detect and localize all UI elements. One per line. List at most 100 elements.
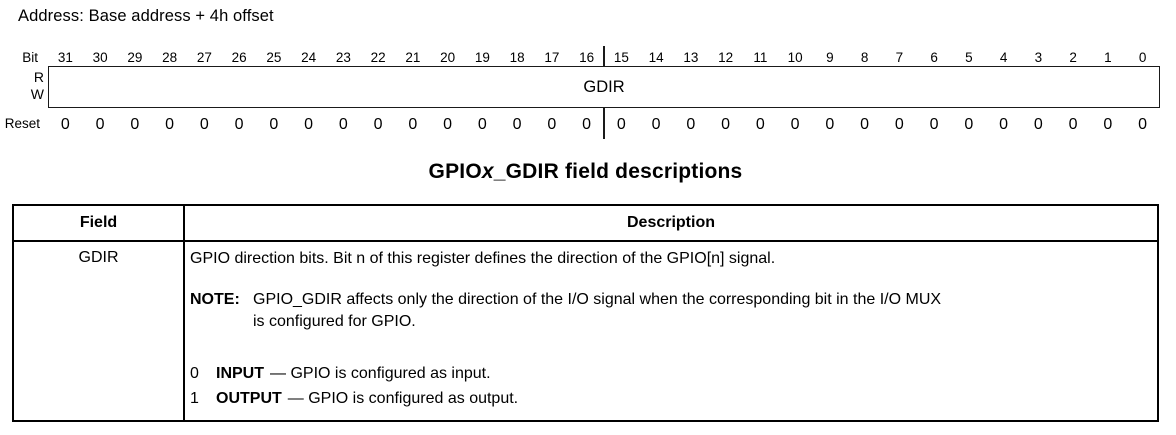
bit-number: 10 <box>787 50 803 65</box>
bit-number-row: 31 30 29 28 27 26 25 24 23 22 21 20 19 18 17 16 15 14 13 12… <box>48 50 1160 65</box>
value-text: — GPIO is configured as input. <box>270 365 491 382</box>
bit-number: 7 <box>895 50 904 65</box>
reset-value: 0 <box>616 116 626 133</box>
halfword-divider-bottom <box>603 107 605 139</box>
reset-value: 0 <box>338 116 348 133</box>
note-body: GPIO_GDIR affects only the direction of … <box>253 289 1151 333</box>
reset-value: 0 <box>860 116 870 133</box>
bit-number: 28 <box>162 50 178 65</box>
bit-number: 1 <box>1104 50 1112 65</box>
register-name: GDIR <box>583 77 625 96</box>
reset-value: 0 <box>130 116 140 133</box>
bit-number: 29 <box>127 50 143 65</box>
value-text: — GPIO is configured as output. <box>287 390 519 407</box>
bit-number: 5 <box>965 50 973 65</box>
reset-value: 0 <box>95 116 105 133</box>
value-number: 0 <box>190 365 199 382</box>
value-name: OUTPUT <box>216 390 282 407</box>
bit-number: 24 <box>301 50 317 65</box>
bit-number: 11 <box>753 50 768 65</box>
note-text-line1: GPIO_GDIR affects only the direction of … <box>253 291 942 308</box>
reset-value: 0 <box>790 116 800 133</box>
bit-number: 12 <box>718 50 734 65</box>
value-row-output: 1 OUTPUT — GPIO is configured as output. <box>190 386 1151 411</box>
field-cell: GDIR <box>14 242 185 420</box>
write-label: W <box>30 86 44 102</box>
note-text-line2: is configured for GPIO. <box>253 313 416 330</box>
description-column-header: Description <box>626 214 715 231</box>
bit-number: 21 <box>405 50 421 65</box>
bit-number: 19 <box>474 50 490 65</box>
reset-value: 0 <box>199 116 209 133</box>
table-title-pre: GPIO <box>428 160 482 183</box>
field-column-header: Field <box>14 206 185 240</box>
table-title: GPIOx_GDIR field descriptions <box>12 160 1159 184</box>
reset-value: 0 <box>721 116 731 133</box>
reset-value: 0 <box>165 116 175 133</box>
table-header-row: Field Description <box>14 206 1157 242</box>
table-title-post: _GDIR field descriptions <box>493 160 743 183</box>
description-intro: GPIO direction bits. Bit n of this regis… <box>190 250 776 267</box>
description-cell: GPIO direction bits. Bit n of this regis… <box>185 242 1157 420</box>
bit-number: 17 <box>544 50 560 65</box>
reset-value: 0 <box>999 116 1009 133</box>
bit-number: 9 <box>826 50 834 65</box>
reset-value: 0 <box>269 116 279 133</box>
reset-value: 0 <box>755 116 765 133</box>
reset-value: 0 <box>1033 116 1043 133</box>
reset-value: 0 <box>1068 116 1078 133</box>
bit-number: 14 <box>648 50 664 65</box>
reset-value: 0 <box>964 116 974 133</box>
reset-value: 0 <box>825 116 835 133</box>
bit-number: 26 <box>231 50 247 65</box>
value-name: INPUT <box>216 365 264 382</box>
reset-value: 0 <box>443 116 453 133</box>
bit-number: 27 <box>196 50 212 65</box>
bit-number: 4 <box>999 50 1008 65</box>
read-label: R <box>33 69 44 85</box>
note-label: NOTE: <box>190 291 240 308</box>
reset-value: 0 <box>234 116 244 133</box>
value-number: 1 <box>190 390 199 407</box>
reset-value: 0 <box>477 116 487 133</box>
bit-number: 3 <box>1034 50 1043 65</box>
reset-value: 0 <box>582 116 592 133</box>
reset-value: 0 <box>1103 116 1113 133</box>
reset-value: 0 <box>1138 116 1148 133</box>
field-descriptions-table: Field Description GDIR GPIO direction bi… <box>12 204 1159 422</box>
bit-number: 2 <box>1069 50 1077 65</box>
bit-number: 31 <box>57 50 73 65</box>
bit-number: 6 <box>930 50 938 65</box>
reset-value: 0 <box>373 116 383 133</box>
bit-number: 23 <box>335 50 351 65</box>
reset-value: 0 <box>512 116 522 133</box>
reset-value: 0 <box>894 116 904 133</box>
bit-number: 13 <box>683 50 699 65</box>
reset-value: 0 <box>651 116 661 133</box>
bit-number: 15 <box>613 50 629 65</box>
value-row-input: 0 INPUT — GPIO is configured as input. <box>190 361 1151 386</box>
reset-value: 0 <box>408 116 418 133</box>
bit-number: 16 <box>579 50 595 65</box>
register-box: GDIR <box>48 66 1160 108</box>
bit-number: 22 <box>370 50 386 65</box>
table-row: GDIR GPIO direction bits. Bit n of this … <box>14 242 1157 420</box>
bit-number: 20 <box>440 50 456 65</box>
reset-value: 0 <box>686 116 696 133</box>
bit-row-label: Bit <box>22 50 38 65</box>
bit-number: 25 <box>266 50 282 65</box>
reset-value-row: 0 0 0 0 0 0 0 0 0 0 0 0 0 0 0 0 0 0 0 0 0 0 0 0 0 0 0 0 0 0 0 0 <box>48 115 1160 135</box>
note-block: NOTE: GPIO_GDIR affects only the directi… <box>190 289 1151 333</box>
halfword-divider-top <box>603 46 605 66</box>
bit-number: 30 <box>92 50 108 65</box>
value-list: 0 INPUT — GPIO is configured as input. 1… <box>190 361 1151 411</box>
reset-value: 0 <box>304 116 314 133</box>
bit-number: 18 <box>509 50 525 65</box>
table-title-variable: x <box>481 160 494 183</box>
reset-value: 0 <box>60 116 70 133</box>
bit-number: 0 <box>1138 50 1147 65</box>
reset-value: 0 <box>547 116 557 133</box>
reset-value: 0 <box>929 116 939 133</box>
bit-number: 8 <box>860 50 869 65</box>
